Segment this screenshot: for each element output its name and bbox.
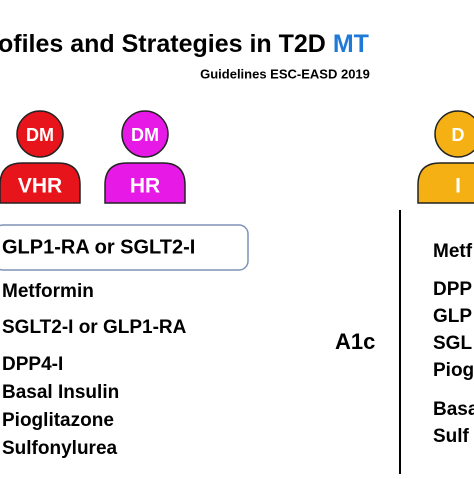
icon-top-label: DM (26, 125, 54, 145)
right-option: Metf (433, 241, 473, 262)
title-text: ofiles and Strategies in T2D (0, 30, 333, 58)
right-option: Piog (433, 360, 474, 381)
icon-bottom-label: VHR (18, 175, 62, 198)
subtitle: Guidelines ESC-EASD 2019 (200, 66, 370, 81)
left-option: Metformin (2, 281, 94, 302)
icon-bottom-label: I (455, 175, 461, 198)
icon-top-label: D (452, 125, 465, 145)
left-option: DPP4-I (2, 354, 63, 375)
highlight-box (0, 224, 249, 271)
icon-top-label: DM (131, 125, 159, 145)
icon-head (16, 110, 64, 158)
right-option: SGL (433, 333, 472, 354)
left-list: Metformin SGLT2-I or GLP1-RA DPP4-I Basal I… (2, 281, 187, 459)
right-option: Basa (433, 399, 474, 420)
icon-body (104, 162, 186, 204)
icon-head (121, 110, 169, 158)
icon-body (0, 162, 81, 204)
icon-body (417, 162, 474, 204)
center-label: A1c (335, 329, 375, 354)
left-option: Pioglitazone (2, 410, 114, 431)
title-highlight: MT (333, 30, 369, 58)
left-option: SGLT2-I or GLP1-RA (2, 317, 187, 338)
right-option: DPP (433, 279, 472, 300)
icon-head (434, 110, 474, 158)
right-list: Metf DPP GLP SGL Piog Basa Sulf (433, 241, 474, 447)
title: ofiles and Strategies in T2D MT (0, 30, 369, 58)
right-option: GLP (433, 306, 472, 327)
left-option: Sulfonylurea (2, 438, 118, 459)
left-option: Basal Insulin (2, 382, 119, 403)
profile-icons: DM VHR DM HR D I (0, 110, 474, 204)
highlighted-option: GLP1-RA or SGLT2-I (2, 236, 195, 258)
right-option: Sulf (433, 426, 470, 447)
icon-bottom-label: HR (130, 175, 160, 198)
